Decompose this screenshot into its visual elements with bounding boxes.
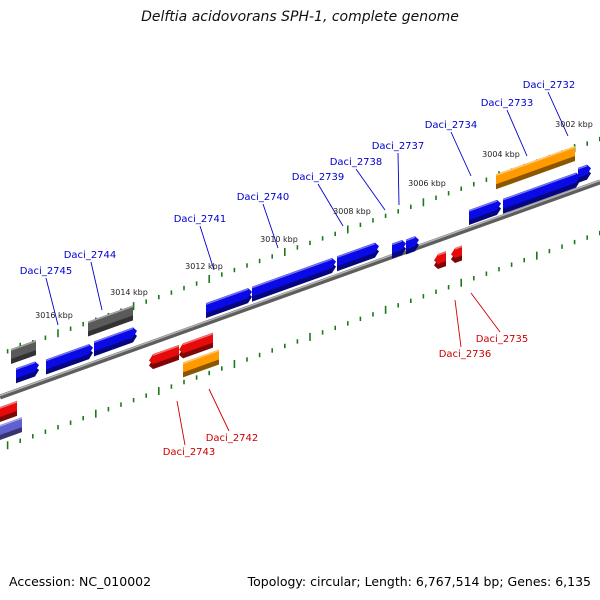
reverse-label-leader [208, 388, 230, 432]
forward-label-leader [262, 203, 279, 249]
forward-gene-arrow [468, 199, 501, 225]
reverse-label-leader [470, 292, 501, 333]
reverse-label-leader [176, 400, 186, 446]
forward-gene-label: Daci_2737 [372, 141, 425, 152]
reverse-gene-arrow [451, 245, 463, 263]
reverse-gene-arrow [0, 400, 18, 423]
reverse-label-leader [454, 299, 462, 348]
forward-gene-arrow [15, 361, 39, 384]
scale-label: 3008 kbp [333, 207, 371, 216]
forward-gene-arrow [336, 242, 379, 272]
forward-gene-label: Daci_2738 [330, 157, 383, 168]
genome-summary-text: Topology: circular; Length: 6,767,514 bp… [247, 574, 591, 589]
forward-label-leader [506, 109, 528, 157]
genome-backbone [0, 179, 600, 400]
scale-label: 3014 kbp [110, 288, 148, 297]
reverse-gene-label: Daci_2743 [163, 447, 216, 458]
scale-label: 3006 kbp [408, 179, 446, 188]
forward-gene-arrow [251, 258, 336, 302]
highlight-gene-bar [182, 349, 220, 378]
forward-gene-arrow [391, 239, 406, 259]
highlight-gene-bar [495, 145, 576, 190]
forward-gene-arrow [405, 236, 419, 255]
forward-gene-label: Daci_2739 [292, 172, 345, 183]
accession-text: Accession: NC_010002 [9, 574, 152, 589]
forward-gene-arrow [502, 172, 580, 214]
forward-label-leader [547, 91, 569, 137]
forward-gene-arrow [577, 164, 591, 183]
forward-gene-arrow [205, 288, 252, 319]
scale-label: 3004 kbp [482, 150, 520, 159]
forward-gene-label: Daci_2734 [425, 120, 478, 131]
scale-label: 3012 kbp [185, 262, 223, 271]
forward-gene-label: Daci_2733 [481, 98, 534, 109]
scale-label: 3016 kbp [35, 311, 73, 320]
scale-label: 3002 kbp [555, 120, 593, 129]
other-feature-bar [10, 340, 37, 365]
other-feature-bar [0, 417, 23, 441]
forward-gene-label: Daci_2744 [64, 250, 117, 261]
reverse-scale-ticks [6, 230, 600, 450]
forward-label-leader [355, 168, 386, 211]
forward-label-leader [317, 183, 344, 227]
scale-labels: 3002 kbp 3004 kbp 3006 kbp 3008 kbp 3010 kbp… [35, 120, 593, 320]
forward-label-leader [90, 261, 103, 311]
map-title: Delftia acidovorans SPH-1, complete geno… [141, 9, 459, 25]
gene-features [0, 145, 591, 441]
forward-gene-label: Daci_2740 [237, 192, 290, 203]
forward-label-leader [397, 152, 400, 206]
forward-gene-arrow [93, 327, 137, 357]
reverse-gene-arrow [434, 251, 447, 270]
label-leader-lines [45, 91, 569, 446]
forward-gene-label: Daci_2745 [20, 266, 73, 277]
forward-gene-label: Daci_2732 [523, 80, 576, 91]
reverse-gene-label: Daci_2736 [439, 349, 492, 360]
reverse-gene-arrow [179, 332, 214, 359]
forward-gene-label: Daci_2741 [174, 214, 227, 225]
other-feature-bar [87, 305, 134, 337]
scale-label: 3010 kbp [260, 235, 298, 244]
forward-label-leader [45, 277, 59, 326]
reverse-gene-arrow [149, 344, 180, 370]
forward-label-leader [450, 131, 472, 177]
reverse-gene-label: Daci_2742 [206, 433, 259, 444]
reverse-gene-label: Daci_2735 [476, 334, 529, 345]
forward-label-leader [199, 225, 215, 271]
forward-gene-arrow [45, 344, 93, 375]
